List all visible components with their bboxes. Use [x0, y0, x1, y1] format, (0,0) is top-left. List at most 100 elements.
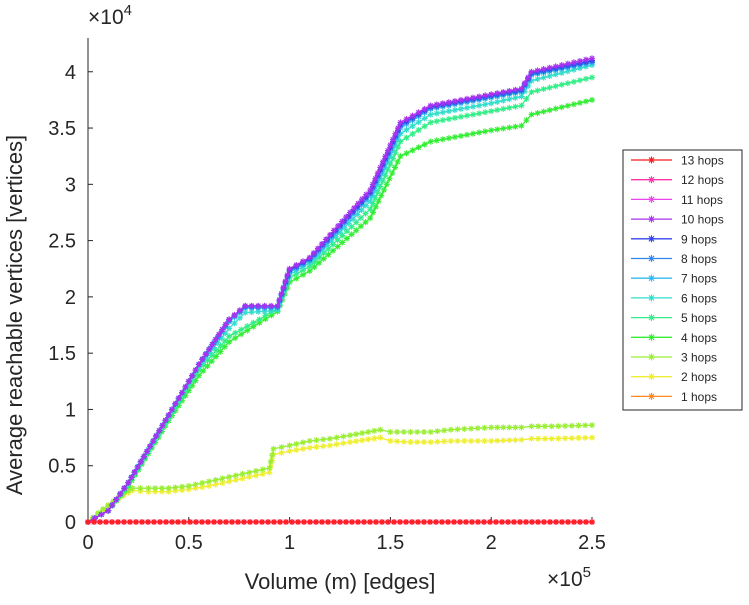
data-point — [238, 327, 244, 333]
data-point — [363, 219, 369, 225]
data-point — [137, 485, 143, 491]
data-point — [373, 519, 379, 525]
data-point — [175, 519, 181, 525]
data-point — [455, 426, 461, 432]
y-tick-label: 0 — [65, 512, 76, 534]
x-tick-label: 0.5 — [175, 532, 203, 554]
data-point — [132, 469, 138, 475]
data-point — [518, 103, 524, 109]
data-point — [331, 227, 337, 233]
data-point — [576, 423, 582, 429]
data-point — [458, 106, 464, 112]
data-point — [410, 147, 416, 153]
data-point — [511, 519, 517, 525]
y-ticks: 00.511.522.533.54 — [48, 62, 93, 534]
data-point — [370, 181, 376, 187]
data-point — [547, 519, 553, 525]
data-point — [249, 303, 255, 309]
data-point — [231, 312, 237, 318]
legend-marker — [648, 373, 655, 380]
data-point — [367, 215, 373, 221]
y-tick-label: 2 — [65, 287, 76, 309]
data-point — [226, 474, 232, 480]
data-point — [494, 438, 500, 444]
data-point — [475, 425, 481, 431]
data-point — [395, 125, 401, 131]
data-point — [547, 85, 553, 91]
x-axis-label: Volume (m) [edges] — [245, 569, 436, 594]
data-point — [404, 116, 410, 122]
data-point — [518, 123, 524, 129]
data-point — [422, 123, 428, 129]
data-point — [293, 447, 299, 453]
x-tick-label: 1.5 — [376, 532, 404, 554]
data-point — [559, 104, 565, 110]
data-point — [488, 108, 494, 114]
y-tick-label: 1.5 — [48, 343, 76, 365]
data-point — [319, 519, 325, 525]
data-point — [476, 94, 482, 100]
data-point — [445, 519, 451, 525]
data-point — [562, 435, 568, 441]
x-tick-label: 0 — [82, 532, 93, 554]
data-point — [193, 519, 199, 525]
data-point — [287, 266, 293, 272]
data-point — [319, 241, 325, 247]
data-point — [506, 424, 512, 430]
data-point — [217, 349, 223, 355]
data-point — [481, 519, 487, 525]
data-point — [307, 445, 313, 451]
data-point — [223, 321, 229, 327]
data-point — [256, 316, 262, 322]
data-point — [327, 442, 333, 448]
data-point — [313, 519, 319, 525]
x-multiplier-exponent: 5 — [583, 564, 591, 581]
y-tick-label: 0.5 — [48, 456, 76, 478]
data-point — [571, 101, 577, 107]
data-point — [121, 485, 127, 491]
data-point — [470, 131, 476, 137]
data-point — [583, 57, 589, 63]
legend-marker — [648, 176, 655, 183]
data-point — [434, 137, 440, 143]
data-point — [209, 341, 215, 347]
data-point — [237, 315, 243, 321]
data-point — [325, 519, 331, 525]
data-point — [410, 113, 416, 119]
data-point — [446, 135, 452, 141]
y-tick-label: 1 — [65, 399, 76, 421]
data-point — [452, 98, 458, 104]
data-point — [583, 76, 589, 82]
data-point — [391, 519, 397, 525]
data-point — [380, 159, 386, 165]
data-point — [416, 109, 422, 115]
data-point — [141, 454, 147, 460]
data-point — [327, 232, 333, 238]
data-point — [323, 236, 329, 242]
data-point — [205, 519, 211, 525]
data-point — [569, 423, 575, 429]
data-point — [150, 438, 156, 444]
data-point — [361, 519, 367, 525]
data-point — [529, 519, 535, 525]
data-point — [553, 519, 559, 525]
x-multiplier: ×105 — [547, 564, 591, 591]
data-point — [553, 106, 559, 112]
data-point — [589, 519, 595, 525]
data-point — [464, 105, 470, 111]
data-point — [313, 437, 319, 443]
data-point — [529, 112, 535, 118]
data-point — [547, 65, 553, 71]
data-point — [549, 423, 555, 429]
data-point — [559, 519, 565, 525]
data-point — [365, 436, 371, 442]
data-point — [327, 436, 333, 442]
data-point — [394, 438, 400, 444]
data-point — [582, 422, 588, 428]
data-point — [97, 519, 103, 525]
data-point — [139, 519, 145, 525]
data-point — [138, 459, 144, 465]
data-point — [482, 92, 488, 98]
data-point — [421, 429, 427, 435]
data-point — [512, 437, 518, 443]
